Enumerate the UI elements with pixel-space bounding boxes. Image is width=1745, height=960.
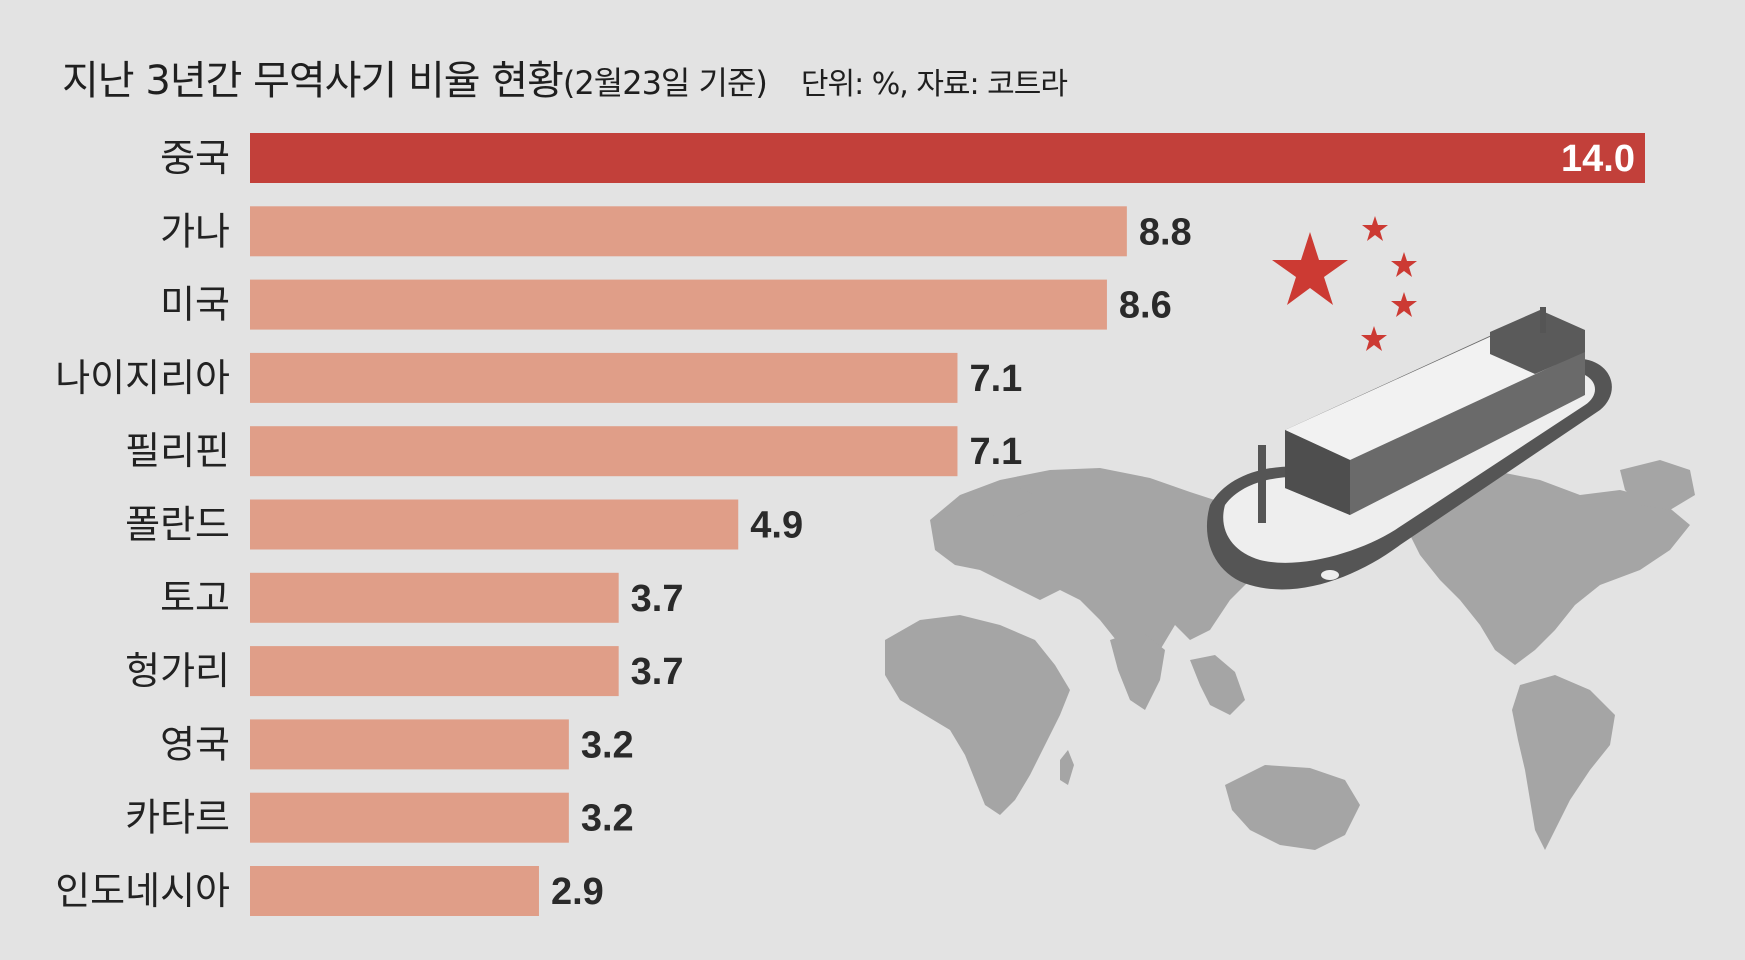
ship-cargo-block-top [1285, 330, 1570, 460]
small-star-icon [1391, 252, 1417, 277]
bar-4 [250, 426, 958, 477]
value-label: 8.6 [1119, 285, 1172, 327]
map-greenland [1620, 460, 1695, 510]
category-label: 필리핀 [125, 429, 230, 473]
value-label: 3.7 [631, 578, 684, 620]
category-label: 카타르 [125, 796, 230, 840]
value-label: 4.9 [750, 505, 803, 547]
ship-mast [1258, 445, 1266, 523]
bar-3 [250, 352, 958, 403]
category-label: 인도네시아 [55, 869, 230, 913]
value-label: 3.7 [631, 651, 684, 693]
unit-source-note: 단위: %, 자료: 코트라 [800, 67, 1068, 102]
category-label: 미국 [160, 283, 230, 327]
bar-8 [250, 719, 569, 770]
bars-group: 중국 14.0 가나 8.8 미국 8.6 나이지리아 7.1 필리핀 7.1 폴란드 4.9 토고 3.… [55, 133, 1645, 916]
value-label: 2.9 [551, 871, 604, 913]
bar-6 [250, 572, 619, 623]
map-india [1110, 630, 1165, 710]
map-south-america [1512, 675, 1615, 850]
small-star-icon [1391, 292, 1417, 317]
bar-5 [250, 499, 739, 550]
ship-porthole [1321, 570, 1339, 580]
ship-bridge [1490, 310, 1585, 374]
value-label: 3.2 [581, 798, 634, 840]
ship-funnel [1540, 307, 1546, 333]
map-north-america [1400, 470, 1690, 665]
category-label: 토고 [160, 576, 230, 620]
small-star-icon [1361, 326, 1387, 351]
ship-cargo-block-front [1285, 430, 1350, 515]
cargo-ship-illustration [1206, 307, 1612, 590]
small-star-icon [1362, 216, 1388, 241]
value-label: 14.0 [1561, 138, 1635, 180]
map-madagascar [1060, 750, 1074, 785]
map-australia [1225, 765, 1360, 850]
value-label: 3.2 [581, 724, 634, 766]
bar-7 [250, 646, 619, 697]
chart-subtitle: (2월23일 기준) [562, 64, 768, 102]
chart-title: 지난 3년간 무역사기 비율 현황 [62, 58, 564, 104]
category-label: 헝가리 [125, 649, 230, 693]
map-europe-asia [930, 468, 1290, 660]
category-label: 가나 [160, 209, 230, 253]
value-label: 8.8 [1139, 211, 1192, 253]
category-label: 중국 [160, 136, 230, 180]
large-star-icon [1272, 232, 1348, 305]
bar-9 [250, 792, 569, 843]
category-label: 폴란드 [125, 503, 230, 547]
bar-2 [250, 279, 1107, 330]
bar-0 [250, 133, 1645, 183]
bar-10 [250, 866, 539, 916]
category-label: 영국 [160, 722, 230, 766]
category-label: 나이지리아 [55, 356, 230, 400]
value-label: 7.1 [969, 358, 1022, 400]
china-flag-stars [1272, 216, 1417, 351]
map-africa [885, 615, 1070, 815]
chart-title-row: 지난 3년간 무역사기 비율 현황(2월23일 기준) 단위: %, 자료: 코트… [62, 48, 1068, 106]
world-map-illustration [885, 460, 1695, 850]
map-southeast-asia [1190, 655, 1245, 715]
map-scandinavia [985, 488, 1035, 520]
value-label: 7.1 [969, 431, 1022, 473]
bar-1 [250, 206, 1127, 257]
